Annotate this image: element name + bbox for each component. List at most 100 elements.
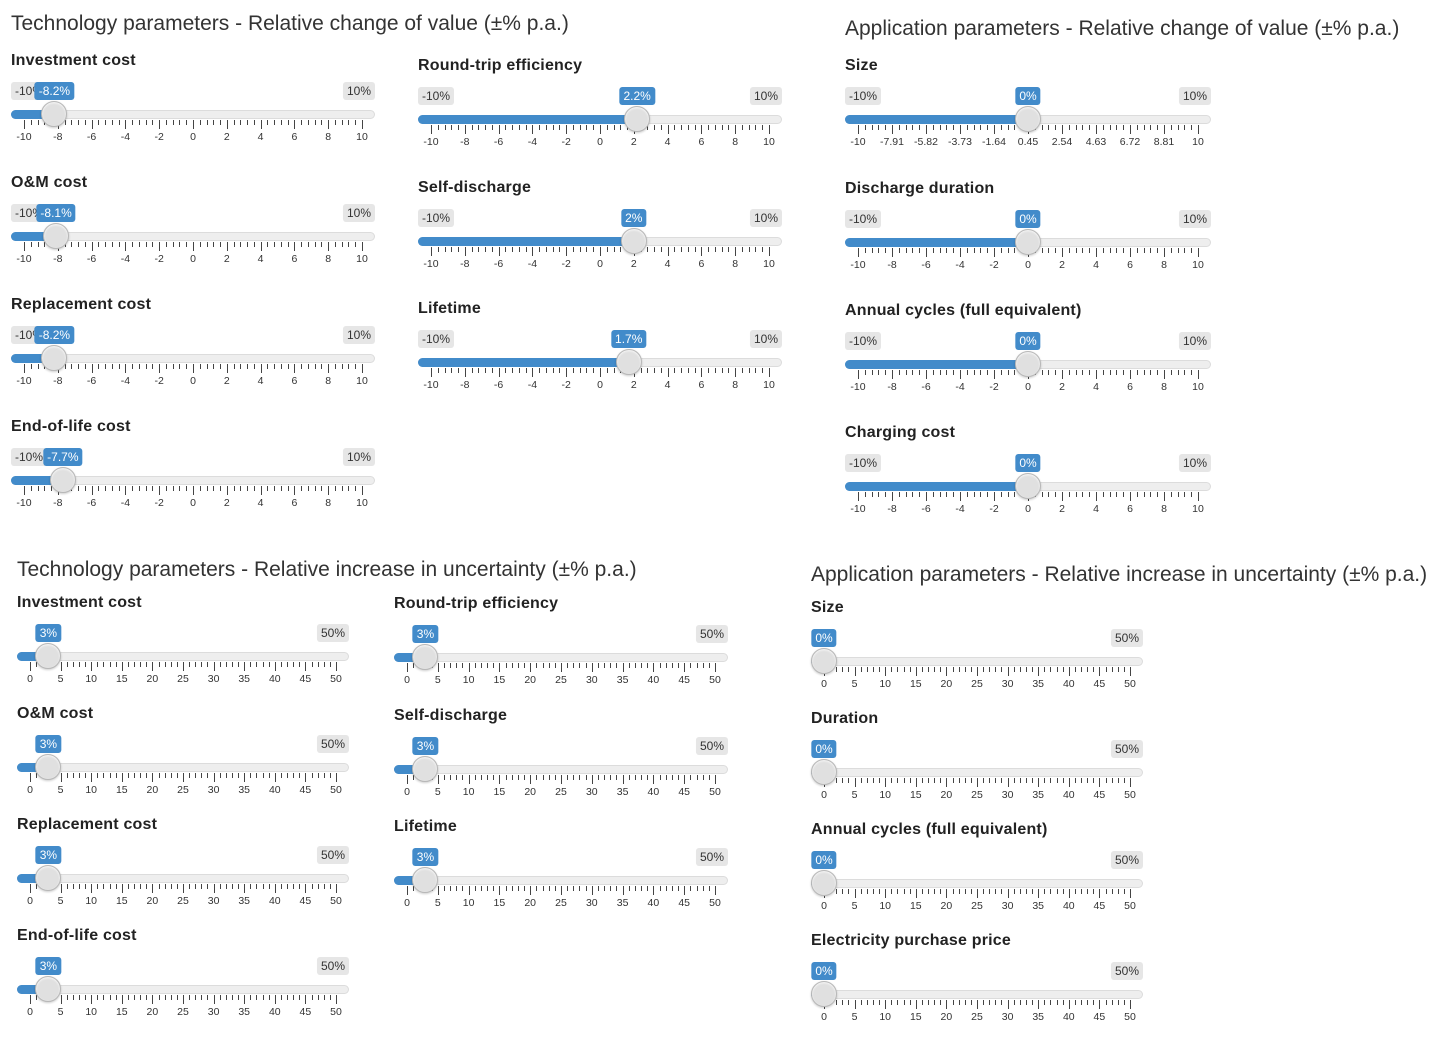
slider-self-discharge[interactable]: Self-discharge -10% 10% 2% -10 -8 -6 -4 -2 0 2 4 6 8 1…	[418, 179, 782, 270]
slider-handle[interactable]	[41, 345, 68, 371]
slider-charging-cost[interactable]: Charging cost -10% 10% 0% -10 -8 -6 -4 -2 0 2 4 6 8 10	[845, 424, 1211, 515]
tick-label: 0	[190, 253, 196, 265]
minor-tick	[293, 995, 295, 1000]
slider-lifetime[interactable]: Lifetime 50% 3% 0 5 10 15 20 25 30 35 40 45 50	[394, 818, 728, 909]
slider-investment-cost[interactable]: Investment cost -10% 10% -8.2% -10 -8 -6 -4 -2 0 2…	[11, 52, 375, 143]
major-tick	[152, 773, 154, 782]
slider-handle[interactable]	[1015, 473, 1041, 499]
slider-size[interactable]: Size -10% 10% 0% -10 -7.91 -5.82 -3.73 -1.64 0.45…	[845, 57, 1211, 148]
minor-tick	[545, 368, 547, 373]
slider-track[interactable]	[811, 990, 1143, 999]
slider-handle[interactable]	[412, 867, 439, 893]
slider-end-of-life-cost[interactable]: End-of-life cost -10% 10% -7.7% -10 -8 -6 -4 -2 0…	[11, 418, 375, 509]
tick-label: 20	[146, 784, 159, 796]
slider-track[interactable]	[394, 653, 728, 662]
slider-handle[interactable]	[41, 101, 68, 127]
tick-label: -5.82	[914, 136, 938, 148]
minor-tick	[165, 364, 167, 369]
major-tick	[684, 775, 686, 784]
slider-track[interactable]	[811, 657, 1143, 666]
minor-tick	[674, 247, 676, 252]
tick-label: 0	[27, 784, 33, 796]
slider-o-m-cost[interactable]: O&M cost -10% 10% -8.1% -10 -8 -6 -4 -2 0 2 4 6 8 10	[11, 174, 375, 265]
minor-tick	[1044, 889, 1046, 894]
slider-track[interactable]	[17, 763, 349, 772]
slider-label: Duration	[811, 710, 879, 727]
slider-annual-cycles-full-equivalent[interactable]: Annual cycles (full equivalent) 50% 0% 0 5 10…	[811, 821, 1143, 912]
slider-handle[interactable]	[615, 349, 642, 375]
minor-tick	[1025, 667, 1027, 672]
minor-tick	[878, 492, 880, 497]
slider-handle[interactable]	[811, 981, 837, 1007]
minor-tick	[871, 492, 873, 497]
minor-tick	[138, 486, 140, 491]
minor-tick	[109, 884, 111, 889]
slider-handle[interactable]	[1015, 106, 1041, 132]
minor-tick	[97, 662, 99, 667]
slider-round-trip-efficiency[interactable]: Round-trip efficiency 50% 3% 0 5 10 15 20 25 30 35…	[394, 595, 728, 686]
minor-tick	[111, 120, 113, 125]
minor-tick	[980, 370, 982, 375]
minor-tick	[231, 995, 233, 1000]
minor-tick	[1041, 492, 1043, 497]
major-tick	[183, 995, 184, 1004]
minor-tick	[842, 778, 844, 783]
slider-track[interactable]	[17, 652, 349, 661]
minor-tick	[219, 995, 221, 1000]
minor-tick	[250, 662, 252, 667]
slider-handle[interactable]	[49, 467, 76, 493]
minor-tick	[471, 125, 473, 130]
slider-annual-cycles-full-equivalent[interactable]: Annual cycles (full equivalent) -10% 10% 0%…	[845, 302, 1211, 393]
minor-tick	[98, 486, 100, 491]
slider-discharge-duration[interactable]: Discharge duration -10% 10% 0% -10 -8 -6 -4 -2 0 2…	[845, 180, 1211, 271]
slider-handle[interactable]	[412, 644, 439, 670]
major-tick	[60, 662, 62, 671]
slider-handle[interactable]	[43, 223, 70, 249]
slider-track[interactable]	[394, 876, 728, 885]
slider-lifetime[interactable]: Lifetime -10% 10% 1.7% -10 -8 -6 -4 -2 0 2 4 6 8 10	[418, 300, 782, 391]
slider-end-of-life-cost[interactable]: End-of-life cost 50% 3% 0 5 10 15 20 25 30 35 40 45 5…	[17, 927, 349, 1018]
major-tick	[294, 242, 296, 251]
slider-track[interactable]	[811, 768, 1143, 777]
minor-tick	[1055, 370, 1057, 375]
tick-label: 2	[223, 253, 230, 265]
slider-track[interactable]	[17, 985, 349, 994]
slider-replacement-cost[interactable]: Replacement cost -10% 10% -8.2% -10 -8 -6 -4 -2 0…	[11, 296, 375, 387]
slider-investment-cost[interactable]: Investment cost 50% 3% 0 5 10 15 20 25 30 35 40 45 50	[17, 594, 349, 685]
major-tick	[591, 886, 593, 895]
slider-self-discharge[interactable]: Self-discharge 50% 3% 0 5 10 15 20 25 30 35 40 45 50	[394, 707, 728, 798]
slider-track[interactable]	[811, 879, 1143, 888]
minor-tick	[256, 995, 258, 1000]
slider-handle[interactable]	[35, 643, 62, 669]
slider-size[interactable]: Size 50% 0% 0 5 10 15 20 25 30 35 40 45 50	[811, 599, 1143, 690]
minor-tick	[1075, 125, 1077, 130]
slider-handle[interactable]	[35, 754, 62, 780]
slider-handle[interactable]	[412, 756, 439, 782]
slider-o-m-cost[interactable]: O&M cost 50% 3% 0 5 10 15 20 25 30 35 40 45 50	[17, 705, 349, 796]
slider-handle[interactable]	[624, 106, 651, 132]
slider-round-trip-efficiency[interactable]: Round-trip efficiency -10% 10% 2.2% -10 -8 -6 -…	[418, 57, 782, 148]
slider-handle[interactable]	[811, 759, 837, 785]
minor-tick	[654, 247, 656, 252]
slider-replacement-cost[interactable]: Replacement cost 50% 3% 0 5 10 15 20 25 30 35 40 45 5…	[17, 816, 349, 907]
minor-tick	[1087, 889, 1089, 894]
slider-handle[interactable]	[620, 228, 647, 254]
slider-duration[interactable]: Duration 50% 0% 0 5 10 15 20 25 30 35 40 45 50	[811, 710, 1143, 801]
tick-label: 45	[299, 673, 312, 685]
slider-handle[interactable]	[811, 648, 837, 674]
slider-handle[interactable]	[1015, 229, 1041, 255]
minor-tick	[610, 775, 612, 780]
tick-label: 5	[57, 1006, 64, 1018]
slider-track[interactable]	[394, 765, 728, 774]
slider-handle[interactable]	[1015, 351, 1041, 377]
major-tick	[946, 889, 948, 898]
minor-tick	[606, 368, 608, 373]
slider-track[interactable]	[17, 874, 349, 883]
minor-tick	[458, 247, 460, 252]
minor-tick	[597, 886, 599, 891]
minor-tick	[268, 995, 270, 1000]
slider-handle[interactable]	[811, 870, 837, 896]
slider-handle[interactable]	[35, 865, 62, 891]
slider-handle[interactable]	[35, 976, 62, 1002]
slider-electricity-purchase-price[interactable]: Electricity purchase price 50% 0% 0 5 10 15 20 2…	[811, 932, 1143, 1023]
